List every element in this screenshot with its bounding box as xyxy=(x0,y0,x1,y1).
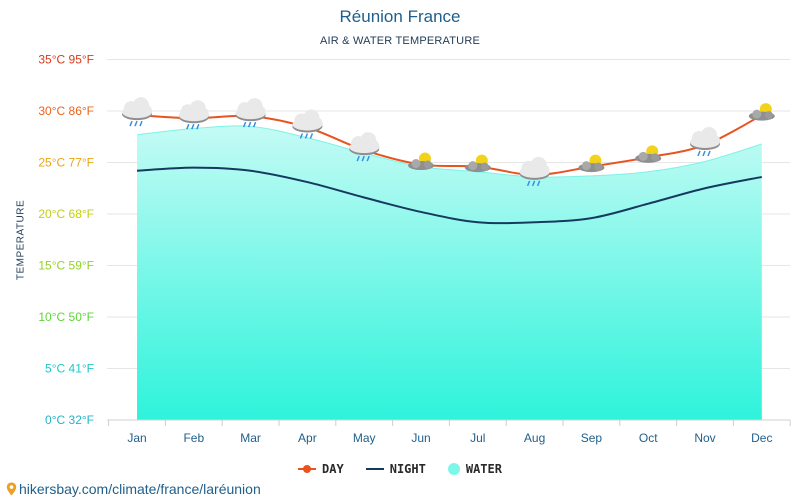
y-tick-label: 35°C 95°F xyxy=(38,53,94,67)
chart-subtitle: AIR & WATER TEMPERATURE xyxy=(319,35,481,47)
rain-drop xyxy=(299,133,304,139)
cloud-part xyxy=(752,109,762,119)
cloud-part xyxy=(369,140,380,151)
rain-cloud-icon xyxy=(519,156,550,187)
cloud-part xyxy=(255,106,266,117)
legend-water-circle xyxy=(447,463,460,475)
rain-drop xyxy=(536,180,541,187)
partly-sunny-icon xyxy=(748,103,775,121)
partly-sunny-icon xyxy=(635,145,662,163)
x-tick-label: Jul xyxy=(470,431,485,445)
legend-item-water[interactable]: WATER xyxy=(447,462,502,476)
rain-drop xyxy=(309,133,314,139)
rain-cloud-icon xyxy=(178,100,209,130)
x-tick-label: Dec xyxy=(751,431,772,445)
rain-drop xyxy=(252,121,257,128)
water-layer xyxy=(136,125,762,421)
rain-drop xyxy=(191,123,195,130)
rain-cloud-icon xyxy=(292,109,323,139)
cloud-part xyxy=(638,151,648,161)
rain-cloud-icon xyxy=(349,132,380,162)
x-tick-label: Nov xyxy=(694,431,715,445)
footer[interactable]: hikersbay.com/climate/france/laréunion xyxy=(6,481,261,497)
rain-drop xyxy=(361,155,365,162)
cloud-part xyxy=(594,162,603,171)
legend-water-label: WATER xyxy=(465,462,502,476)
cloud-part xyxy=(764,111,773,120)
partly-sunny-icon xyxy=(408,152,434,171)
chart-title: Réunion France xyxy=(339,7,461,26)
y-tick-label: 15°C 59°F xyxy=(38,259,94,273)
rain-drop xyxy=(531,180,536,187)
rain-drop xyxy=(139,120,143,127)
x-tick-label: Feb xyxy=(183,431,204,445)
rain-drop xyxy=(129,120,133,127)
legend-day-dot xyxy=(303,465,312,473)
legend-day-label: DAY xyxy=(322,462,344,476)
y-tick-label: 25°C 77°F xyxy=(38,156,94,170)
partly-sunny-icon xyxy=(464,154,491,173)
cloud-part xyxy=(411,159,421,169)
y-tick-label: 30°C 86°F xyxy=(38,104,94,118)
rain-drop xyxy=(196,123,200,130)
cloud-part xyxy=(198,108,209,119)
rain-drop xyxy=(702,150,706,157)
cloud-part xyxy=(710,134,720,145)
rain-drop xyxy=(134,120,138,127)
x-tick-label: Jun xyxy=(411,431,430,445)
rain-drop xyxy=(707,150,711,157)
water-line xyxy=(136,125,762,178)
rain-drop xyxy=(304,133,309,139)
rain-cloud-icon xyxy=(690,126,720,157)
y-tick-label: 0°C 32°F xyxy=(45,413,94,427)
legend-item-day[interactable]: DAY xyxy=(298,462,344,476)
location-pin-icon xyxy=(6,482,17,496)
rain-drop xyxy=(526,180,531,187)
partly-sunny-icon xyxy=(578,154,605,173)
x-tick-label: Jan xyxy=(127,431,146,445)
icon-layer xyxy=(122,97,775,187)
rain-drop xyxy=(186,123,190,130)
legend-night-line xyxy=(365,468,384,470)
cloud-part xyxy=(312,117,323,128)
cloud-part xyxy=(651,153,660,162)
water-area xyxy=(137,125,762,421)
cloud-part xyxy=(424,160,432,169)
y-tick-label: 20°C 68°F xyxy=(38,207,94,221)
y-tick-label: 10°C 50°F xyxy=(38,310,94,324)
legend-night-label: NIGHT xyxy=(389,462,426,476)
cloud-part xyxy=(480,162,489,171)
night-line xyxy=(136,166,762,225)
rain-drop xyxy=(697,150,701,157)
cloud-part xyxy=(539,164,550,175)
cloud-part xyxy=(581,161,591,171)
x-tick-label: Apr xyxy=(298,431,317,445)
x-tick-label: Oct xyxy=(639,431,658,445)
cloud-part xyxy=(142,105,152,116)
night-layer xyxy=(136,166,762,225)
rain-drop xyxy=(366,155,370,162)
temperature-chart: 0°C 32°F 5°C 41°F 10°C 50°F 15°C 59°F 20°C 6… xyxy=(38,53,791,445)
rain-cloud-icon xyxy=(235,98,266,128)
legend-item-night[interactable]: NIGHT xyxy=(365,462,426,476)
rain-drop xyxy=(242,121,247,128)
x-tick-label: May xyxy=(353,431,376,445)
chart-legend: DAY NIGHT WATER xyxy=(0,462,800,476)
cloud-part xyxy=(468,161,478,171)
y-tick-label: 5°C 41°F xyxy=(45,362,94,376)
x-tick-label: Mar xyxy=(240,431,261,445)
legend-day-line xyxy=(298,465,317,473)
rain-cloud-icon xyxy=(122,97,152,127)
x-tick-label: Sep xyxy=(581,431,603,445)
x-tick-label: Aug xyxy=(524,431,545,445)
axis-layer: 0°C 32°F 5°C 41°F 10°C 50°F 15°C 59°F 20°C 6… xyxy=(38,53,791,445)
rain-drop xyxy=(247,121,252,128)
footer-url[interactable]: hikersbay.com/climate/france/laréunion xyxy=(19,481,261,497)
rain-drop xyxy=(356,155,360,162)
